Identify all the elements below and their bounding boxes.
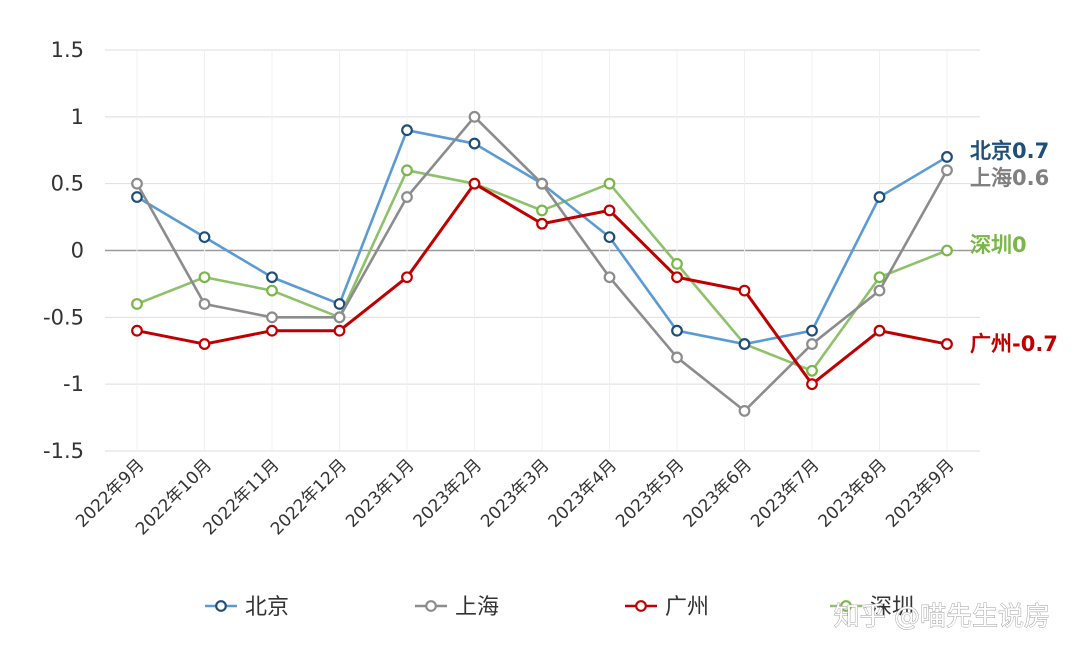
x-tick-label: 2023年8月 — [815, 455, 891, 531]
legend-marker — [425, 600, 437, 612]
y-tick-label: 1.5 — [51, 38, 84, 62]
y-tick-label: 0 — [71, 239, 84, 263]
series-lines — [131, 110, 953, 417]
legend-label: 北京 — [245, 595, 289, 620]
data-point — [873, 271, 886, 284]
x-tick-label: 2023年4月 — [545, 455, 621, 531]
data-point — [401, 164, 413, 177]
data-point — [266, 311, 278, 324]
y-tick-label: 1 — [71, 105, 84, 129]
y-tick-label: 0.5 — [51, 172, 84, 196]
watermark: 知乎 @喵先生说房 — [834, 602, 1050, 632]
y-tick-label: -0.5 — [43, 305, 84, 329]
data-point — [603, 271, 616, 284]
legend-item: 广州 — [625, 595, 709, 620]
x-tick-label: 2023年5月 — [612, 455, 688, 531]
data-point — [198, 298, 211, 310]
legend-label: 深圳 — [870, 595, 914, 620]
legend-label: 上海 — [455, 595, 499, 620]
data-point — [941, 164, 953, 177]
x-tick-label: 2023年9月 — [882, 455, 958, 531]
data-point — [266, 284, 278, 297]
data-point — [941, 338, 953, 350]
legend-item: 上海 — [415, 595, 499, 620]
data-point — [468, 177, 481, 190]
data-point — [873, 324, 886, 337]
series-end-label: 北京0.7 — [970, 139, 1049, 163]
data-point — [671, 351, 683, 364]
data-point — [333, 298, 346, 310]
x-axis-ticks: 2022年9月2022年10月2022年11月2022年12月2023年1月20… — [72, 455, 958, 539]
data-point — [536, 177, 548, 190]
data-point — [198, 271, 211, 284]
data-point — [671, 271, 683, 284]
data-point — [536, 217, 548, 230]
data-point — [603, 204, 616, 217]
data-point — [401, 124, 413, 137]
series-end-label: 深圳0 — [970, 233, 1027, 257]
series-end-labels: 北京0.7 上海0.6 广州-0.7 深圳0 — [970, 139, 1058, 356]
legend-label: 广州 — [665, 595, 709, 620]
x-tick-label: 2023年2月 — [410, 455, 486, 531]
data-point — [806, 338, 818, 350]
x-tick-label: 2023年1月 — [342, 455, 418, 531]
data-point — [333, 324, 346, 337]
series-2 — [131, 177, 953, 391]
data-point — [671, 257, 683, 270]
data-point — [738, 405, 751, 417]
data-point — [603, 231, 616, 244]
legend: 北京 上海 广州 深圳 — [205, 595, 914, 620]
legend-marker — [635, 600, 647, 612]
series-end-label: 上海0.6 — [970, 166, 1049, 190]
data-point — [333, 311, 346, 324]
series-1 — [131, 110, 953, 417]
data-point — [738, 284, 751, 297]
data-point — [198, 338, 211, 350]
data-point — [401, 271, 413, 284]
legend-item: 北京 — [205, 595, 289, 620]
data-point — [131, 298, 143, 310]
data-point — [266, 324, 278, 337]
legend-marker — [840, 600, 852, 612]
data-point — [401, 191, 413, 203]
data-point — [941, 151, 953, 163]
legend-item: 深圳 — [830, 595, 914, 620]
data-point — [603, 177, 616, 190]
data-point — [806, 364, 818, 377]
data-point — [198, 231, 211, 244]
data-point — [806, 324, 818, 337]
data-point — [941, 244, 953, 257]
x-tick-label: 2023年7月 — [747, 455, 823, 531]
grid — [105, 49, 980, 452]
data-point — [131, 191, 143, 203]
data-point — [131, 324, 143, 337]
y-axis-ticks: 1.5 1 0.5 0 -0.5 -1 -1.5 — [43, 38, 84, 463]
data-point — [468, 110, 481, 123]
data-point — [806, 378, 818, 391]
data-point — [266, 271, 278, 284]
y-tick-label: -1.5 — [43, 439, 84, 463]
data-point — [468, 137, 481, 150]
data-point — [873, 191, 886, 203]
x-tick-label: 2023年6月 — [680, 455, 756, 531]
data-point — [738, 338, 751, 350]
legend-marker — [215, 600, 227, 612]
data-point — [131, 177, 143, 190]
data-point — [671, 324, 683, 337]
data-point — [536, 204, 548, 217]
x-tick-label: 2023年3月 — [477, 455, 553, 531]
y-tick-label: -1 — [63, 372, 84, 396]
series-end-label: 广州-0.7 — [970, 332, 1058, 356]
data-point — [873, 284, 886, 297]
